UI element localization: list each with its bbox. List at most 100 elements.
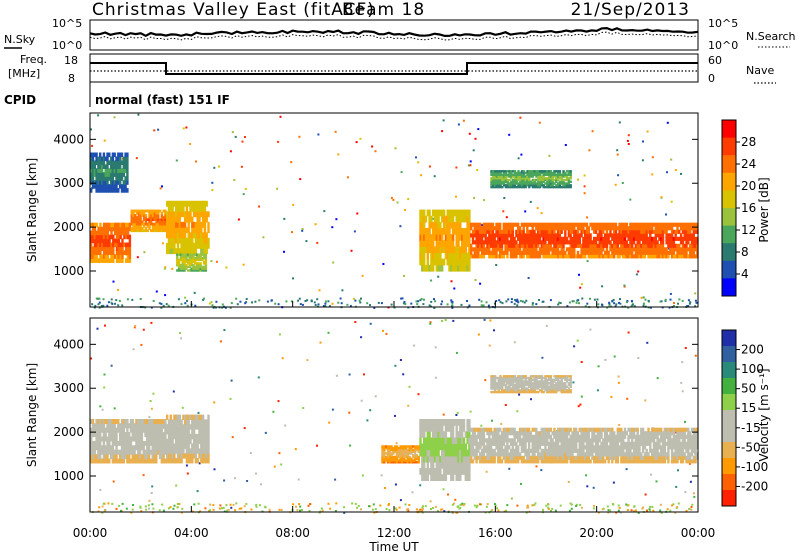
echo-cell xyxy=(480,254,484,259)
echo-cell xyxy=(446,228,449,235)
echo-cell xyxy=(195,265,199,269)
echo-cell xyxy=(194,227,198,233)
echo-cell xyxy=(101,242,104,248)
echo-cell xyxy=(419,419,422,426)
echo-cell xyxy=(461,419,464,426)
scatter-pixel xyxy=(476,169,479,171)
echo-cell xyxy=(647,254,650,259)
scatter-pixel xyxy=(642,296,645,299)
ground-scatter-pixel xyxy=(626,504,629,507)
echo-cell xyxy=(192,448,196,454)
echo-cell xyxy=(468,209,471,217)
echo-cell xyxy=(97,445,100,451)
echo-cell xyxy=(187,248,190,255)
echo-cell xyxy=(142,423,145,429)
echo-cell xyxy=(656,240,659,245)
echo-cell xyxy=(423,431,426,438)
echo-cell xyxy=(549,427,552,432)
echo-cell xyxy=(567,184,571,187)
echo-cell xyxy=(515,250,518,255)
echo-cell xyxy=(526,236,529,241)
echo-cell xyxy=(593,250,596,255)
echo-cell xyxy=(511,431,514,436)
ground-scatter-pixel xyxy=(612,503,615,506)
echo-cell xyxy=(171,206,174,212)
echo-cell xyxy=(455,228,458,235)
echo-cell xyxy=(556,427,560,432)
echo-cell xyxy=(181,257,184,260)
echo-cell xyxy=(144,432,147,438)
echo-cell xyxy=(546,182,549,185)
echo-cell xyxy=(560,459,563,464)
echo-cell xyxy=(150,209,153,213)
echo-cell xyxy=(197,255,200,258)
echo-cell xyxy=(641,226,645,231)
echo-cell xyxy=(433,215,437,223)
echo-cell xyxy=(484,229,487,234)
echo-cell xyxy=(488,233,491,238)
echo-cell xyxy=(537,171,540,175)
ground-scatter-pixel xyxy=(299,505,302,508)
ground-scatter-pixel xyxy=(215,300,218,303)
echo-cell xyxy=(430,462,433,469)
echo-cell xyxy=(151,419,154,424)
echo-cell xyxy=(110,258,113,263)
echo-cell xyxy=(466,234,469,241)
echo-cell xyxy=(115,440,118,446)
echo-cell xyxy=(442,209,446,217)
echo-cell xyxy=(634,250,638,255)
echo-cell xyxy=(689,250,692,255)
echo-cell xyxy=(542,247,545,252)
echo-cell xyxy=(192,206,196,212)
echo-cell xyxy=(546,434,549,439)
echo-cell xyxy=(500,452,504,457)
echo-cell xyxy=(551,240,554,245)
echo-cell xyxy=(538,445,542,450)
echo-cell xyxy=(171,237,174,244)
echo-cell xyxy=(122,172,125,177)
echo-cell xyxy=(591,226,594,231)
echo-cell xyxy=(533,178,536,182)
echo-cell xyxy=(607,250,610,255)
ground-scatter-pixel xyxy=(334,510,337,512)
echo-cell xyxy=(442,221,446,229)
echo-cell xyxy=(529,182,533,185)
echo-cell xyxy=(99,246,102,251)
echo-cell xyxy=(528,170,531,173)
echo-cell xyxy=(584,250,587,255)
echo-cell xyxy=(164,432,167,438)
echo-cell xyxy=(540,438,543,443)
scatter-pixel xyxy=(694,354,697,357)
scatter-pixel xyxy=(110,364,113,367)
echo-cell xyxy=(665,233,668,238)
echo-cell xyxy=(511,438,514,443)
echo-cell xyxy=(480,431,484,436)
ground-scatter-pixel xyxy=(513,302,516,305)
echo-cell xyxy=(647,240,650,245)
echo-cell xyxy=(426,246,429,254)
scatter-pixel xyxy=(181,406,184,409)
echo-cell xyxy=(444,443,448,451)
echo-cell xyxy=(546,427,549,432)
echo-cell xyxy=(560,173,563,176)
echo-cell xyxy=(191,453,194,459)
echo-cell xyxy=(102,432,106,438)
echo-cell xyxy=(444,246,448,254)
echo-cell xyxy=(142,218,146,222)
echo-cell xyxy=(504,445,507,450)
echo-cell xyxy=(122,440,125,446)
echo-cell xyxy=(547,240,551,245)
echo-cell xyxy=(625,240,628,245)
echo-cell xyxy=(681,226,685,231)
echo-cell xyxy=(104,427,107,433)
echo-cell xyxy=(192,253,195,256)
echo-cell xyxy=(547,171,551,175)
echo-cell xyxy=(580,250,583,255)
echo-cell xyxy=(694,247,697,252)
echo-cell xyxy=(540,175,544,178)
echo-cell xyxy=(158,423,162,429)
ground-scatter-pixel xyxy=(676,506,679,508)
echo-cell xyxy=(508,233,511,238)
echo-cell xyxy=(108,458,111,464)
echo-cell xyxy=(93,258,97,263)
